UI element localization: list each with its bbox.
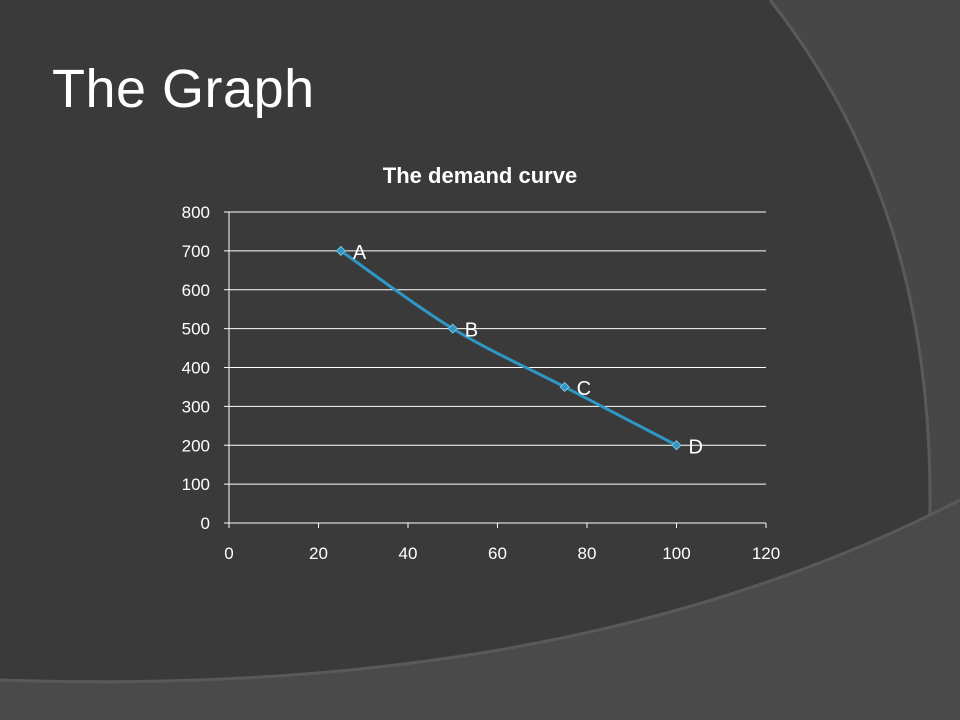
y-tick-label: 700 — [182, 242, 210, 261]
y-tick-label: 600 — [182, 281, 210, 300]
demand-curve-line — [340, 249, 678, 447]
y-tick-label: 300 — [182, 397, 210, 416]
x-tick-label: 80 — [578, 544, 597, 563]
background-curve-large — [770, 0, 960, 720]
data-label-c: C — [577, 378, 591, 400]
data-point-c — [559, 381, 570, 393]
chart-series: A B C D — [335, 242, 703, 458]
background-curve-bottom-border — [0, 498, 960, 684]
chart-title: The demand curve — [383, 163, 577, 188]
x-tick-label: 100 — [662, 544, 690, 563]
x-tick-label: 20 — [309, 544, 328, 563]
data-point-d — [671, 440, 682, 451]
x-tick-label: 120 — [752, 544, 780, 563]
data-label-b: B — [465, 320, 478, 342]
x-tick-label: 0 — [224, 544, 233, 563]
data-label-d: D — [689, 436, 703, 458]
y-tick-label: 200 — [182, 436, 210, 455]
y-tick-label: 500 — [182, 320, 210, 339]
x-tick-label: 60 — [488, 544, 507, 563]
x-tick-labels: 0 20 40 60 80 100 120 — [224, 544, 780, 563]
y-tick-label: 0 — [201, 514, 210, 533]
y-tick-label: 100 — [182, 475, 210, 494]
x-tick-label: 40 — [399, 544, 418, 563]
y-tick-label: 800 — [182, 203, 210, 222]
background-curve-bottom — [0, 500, 960, 720]
data-label-a: A — [353, 242, 367, 264]
chart-grid — [229, 211, 766, 485]
chart-axes — [224, 211, 767, 528]
y-tick-labels: 0 100 200 300 400 500 600 700 800 — [182, 203, 210, 533]
slide-title: The Graph — [52, 59, 315, 119]
y-tick-label: 400 — [182, 359, 210, 378]
data-point-b — [447, 323, 458, 334]
data-point-a — [335, 245, 346, 256]
